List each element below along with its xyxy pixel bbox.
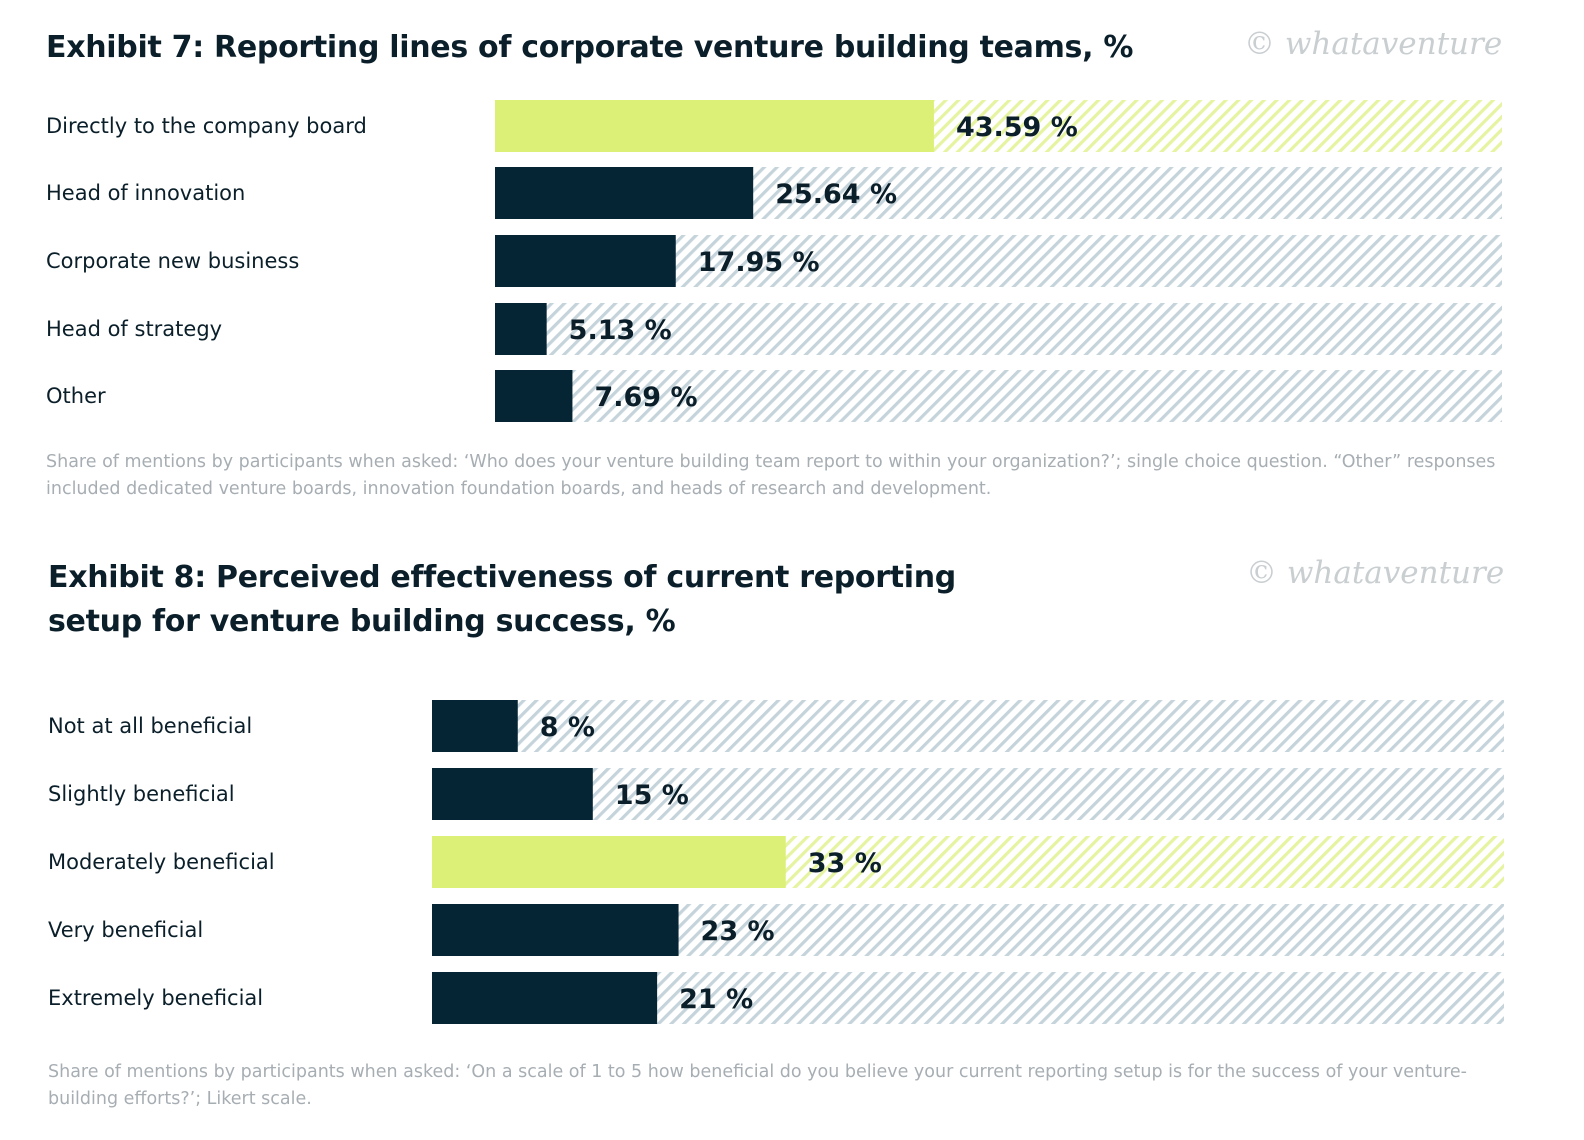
category-label: Head of strategy [46,317,222,341]
bar [495,303,547,355]
bar-highlight [432,836,786,888]
value-label: 43.59 % [956,112,1078,143]
bar [432,768,593,820]
value-label: 23 % [701,916,775,947]
chart-0-bars-group: Directly to the company board 43.59 % Head… [46,100,1502,422]
chart-1-bars-group: Not at all beneficial 8 % Slightly benefic… [48,700,1504,1024]
value-label: 8 % [540,712,595,743]
exhibit-7-note: Share of mentions by participants when a… [46,452,1496,499]
value-label: 7.69 % [594,382,697,413]
exhibit-7-title: Exhibit 7: Reporting lines of corporate … [46,30,1134,65]
bar [495,370,573,422]
value-label: 17.95 % [698,247,820,278]
value-label: 21 % [679,984,753,1015]
bar-track [495,100,1502,152]
category-label: Directly to the company board [46,114,367,138]
value-label: 15 % [615,780,689,811]
category-label: Head of innovation [46,181,245,205]
bar-track [495,235,1502,287]
category-label: Corporate new business [46,249,299,273]
value-label: 25.64 % [775,179,897,210]
exhibit-8-note: Share of mentions by participants when a… [48,1062,1467,1109]
category-label: Very beneficial [48,918,203,942]
bar-track [432,904,1504,956]
bar-track [495,303,1502,355]
bar-track [432,972,1504,1024]
value-label: 33 % [808,848,882,879]
bar-track [432,836,1504,888]
category-label: Extremely beneficial [48,986,263,1010]
category-label: Not at all beneficial [48,714,252,738]
bar [432,972,658,1024]
watermark-2: © whataventure [1246,555,1505,591]
category-label: Moderately beneficial [48,850,275,874]
bar-track [432,768,1504,820]
bar [495,235,676,287]
value-label: 5.13 % [569,315,672,346]
bar [495,167,754,219]
bar [432,904,679,956]
category-label: Slightly beneficial [48,782,235,806]
bar-track [495,370,1502,422]
bar [432,700,518,752]
bar-track [495,167,1502,219]
watermark-1: © whataventure [1244,26,1503,62]
exhibit-8-title: Exhibit 8: Perceived effectiveness of cu… [48,560,956,639]
bar-highlight [495,100,934,152]
category-label: Other [46,384,106,408]
bar-track [432,700,1504,752]
